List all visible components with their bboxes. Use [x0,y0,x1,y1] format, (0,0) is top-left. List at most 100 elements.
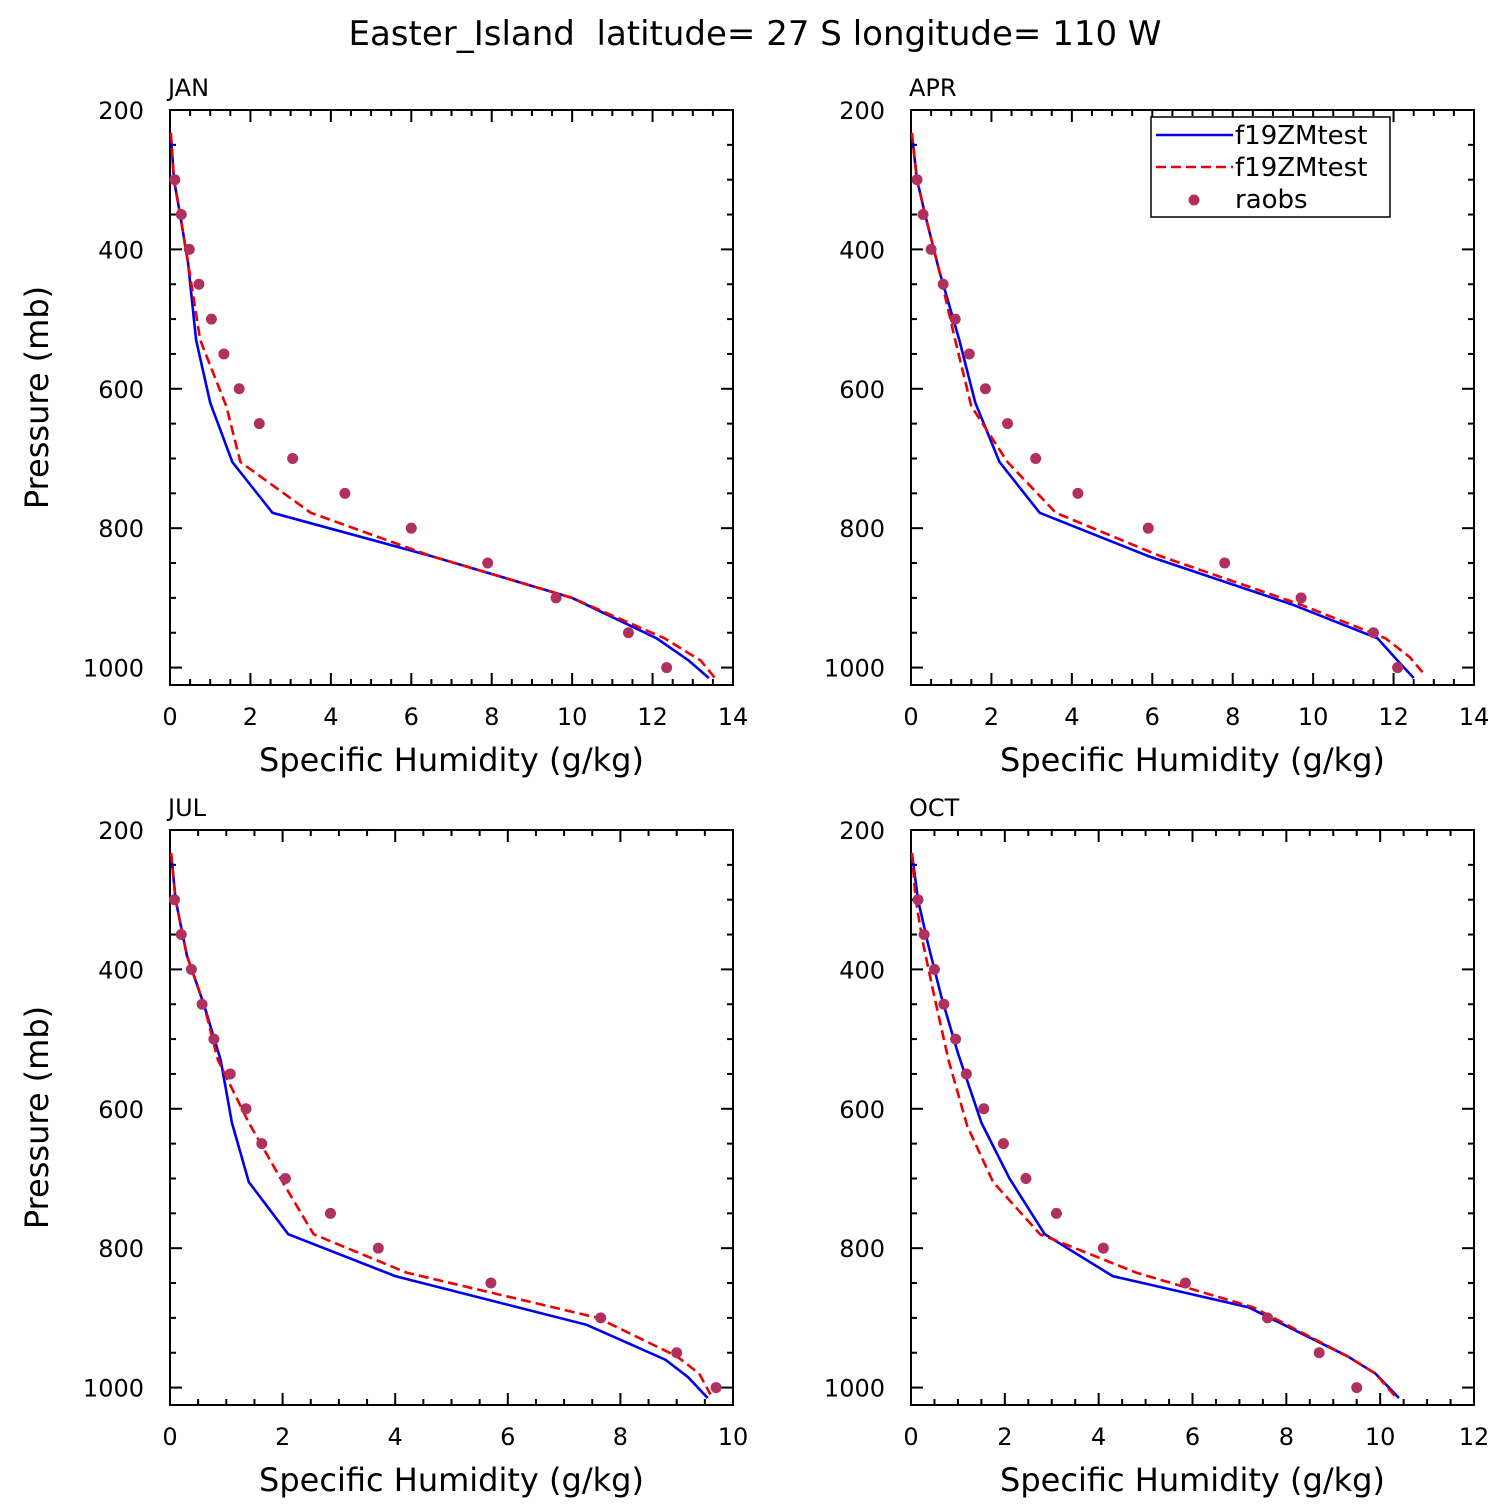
jul-y-tick-label: 200 [98,817,144,845]
legend-label: raobs [1235,185,1308,215]
jan-raobs-point [253,418,265,430]
jul-raobs-point [595,1312,607,1324]
jan-raobs-point [169,174,181,186]
panel-apr: APR 0 2 4 6 8 10 12 14 200 400 600 800 1000 Specific H… [824,74,1489,779]
jul-raobs-point [175,929,187,941]
jan-raobs-point [405,522,417,534]
apr-raobs-point [949,313,961,325]
oct-x-tick-label: 0 [903,1423,918,1451]
oct-raobs-point [938,998,950,1010]
apr-raobs-point [1392,662,1404,674]
jul-series-raobs [169,894,722,1394]
oct-raobs-point [1313,1347,1325,1359]
jan-raobs-point [218,348,230,360]
apr-x-axis-title: Specific Humidity (g/kg) [1000,741,1385,779]
jul-y-tick-label: 1000 [83,1375,144,1403]
jan-x-tick-label: 4 [323,703,338,731]
apr-raobs-point [925,243,937,255]
jan-x-tick-label: 14 [718,703,749,731]
jul-raobs-point [279,1172,291,1184]
jul-series-model-solid [169,852,709,1399]
jul-series-model-dashed [169,852,712,1396]
apr-raobs-point [979,383,991,395]
oct-series-model-dashed [910,852,1398,1399]
jul-plot-frame [169,829,734,1406]
jul-y-tick-label: 600 [98,1096,144,1124]
figure-title: Easter_Island latitude= 27 S longitude= … [348,14,1161,54]
oct-raobs-point [978,1103,990,1115]
jul-raobs-point [169,894,181,906]
apr-y-tick-label: 800 [839,515,885,543]
oct-y-tick-label: 800 [839,1235,885,1263]
jul-raobs-point [671,1347,683,1359]
oct-raobs-point [997,1138,1009,1150]
oct-raobs-point [950,1033,962,1045]
oct-y-tick-label: 200 [839,817,885,845]
panel-jan: JAN 0 2 4 6 8 10 12 14 200 400 600 800 1000 Specific H… [18,74,748,779]
oct-raobs-point [1020,1172,1032,1184]
jan-x-tick-label: 6 [404,703,419,731]
jul-x-tick-label: 6 [500,1423,515,1451]
jan-y-tick-label: 400 [98,236,144,264]
oct-raobs-point [1097,1242,1109,1254]
oct-panel-label: OCT [909,794,960,822]
oct-x-tick-label: 6 [1185,1423,1200,1451]
jan-y-tick-label: 1000 [83,655,144,683]
jan-raobs-point [661,662,673,674]
jan-raobs-point [339,487,351,499]
jul-x-axis-title: Specific Humidity (g/kg) [259,1461,644,1499]
apr-x-tick-label: 12 [1378,703,1409,731]
jan-x-tick-label: 0 [162,703,177,731]
jul-raobs-point [224,1068,236,1080]
oct-x-tick-label: 2 [997,1423,1012,1451]
jan-plot-frame [169,109,734,686]
jul-raobs-point [196,998,208,1010]
apr-raobs-point [1002,418,1014,430]
apr-y-tick-label: 1000 [824,655,885,683]
jan-raobs-point [193,278,205,290]
apr-raobs-point [1295,592,1307,604]
oct-x-tick-label: 8 [1279,1423,1294,1451]
jul-raobs-point [240,1103,252,1115]
apr-x-tick-label: 10 [1298,703,1329,731]
oct-raobs-point [1351,1382,1363,1394]
apr-raobs-point [917,209,929,221]
apr-raobs-point [1219,557,1231,569]
jul-x-tick-label: 2 [275,1423,290,1451]
jan-y-tick-label: 200 [98,97,144,125]
oct-x-tick-label: 12 [1459,1423,1490,1451]
oct-y-tick-label: 400 [839,956,885,984]
oct-x-tick-label: 10 [1365,1423,1396,1451]
jan-x-tick-label: 12 [637,703,668,731]
apr-raobs-point [1142,522,1154,534]
jul-raobs-point [372,1242,384,1254]
apr-x-tick-label: 14 [1459,703,1490,731]
jan-raobs-point [550,592,562,604]
jul-x-tick-label: 4 [388,1423,403,1451]
jul-raobs-point [256,1138,268,1150]
jul-y-tick-label: 400 [98,956,144,984]
oct-raobs-point [960,1068,972,1080]
jul-x-tick-label: 8 [613,1423,628,1451]
jan-raobs-point [205,313,217,325]
jul-y-tick-label: 800 [98,1235,144,1263]
apr-raobs-point [1367,627,1379,639]
jan-series-model-solid [169,132,710,679]
oct-raobs-point [918,929,930,941]
jan-x-tick-label: 2 [243,703,258,731]
jan-y-tick-label: 600 [98,376,144,404]
jan-raobs-point [175,209,187,221]
apr-raobs-point [1030,452,1042,464]
jan-series-model-dashed [169,132,716,679]
oct-x-tick-label: 4 [1091,1423,1106,1451]
apr-y-tick-label: 200 [839,97,885,125]
oct-raobs-point [1262,1312,1274,1324]
oct-y-tick-label: 1000 [824,1375,885,1403]
legend-label: f19ZMtest [1235,121,1367,151]
oct-raobs-point [1050,1207,1062,1219]
apr-raobs-point [1072,487,1084,499]
jan-raobs-point [622,627,634,639]
apr-panel-label: APR [909,74,957,102]
